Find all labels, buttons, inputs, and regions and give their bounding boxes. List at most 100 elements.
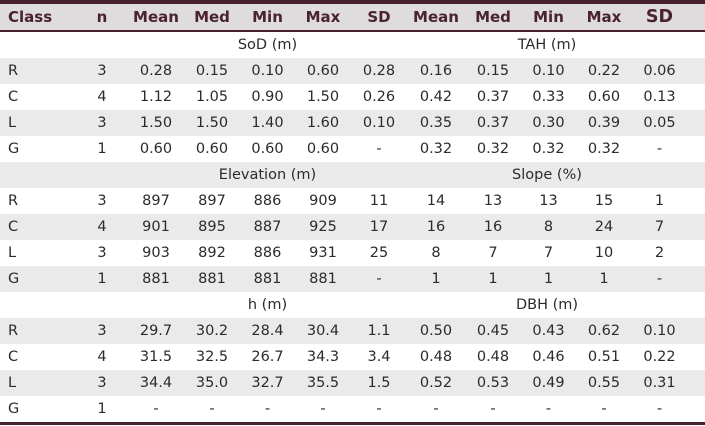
table-header: Class n Mean Med Min Max SD Mean Med Min Max SD: [0, 2, 705, 32]
section-header-row: SoD (m) TAH (m): [0, 31, 705, 58]
value-cell: 0.48: [476, 349, 510, 365]
value-cell: 15: [594, 193, 614, 209]
value-cell: 24: [594, 219, 614, 235]
table-row: R 3 897 897 886 909 11 14 13 13 15 1: [0, 188, 705, 214]
value-cell: 0.48: [419, 349, 453, 365]
value-cell: 0.32: [532, 141, 565, 157]
column-header-min-9: Min: [521, 2, 576, 32]
value-cell: 32.7: [251, 375, 284, 391]
value-cell: 0.26: [362, 89, 396, 105]
n-cell: 3: [97, 323, 107, 339]
table-row: C 4 31.5 32.5 26.7 34.3 3.4 0.48 0.48 0.46 0.51 0.2…: [0, 344, 705, 370]
table-row: L 3 1.50 1.50 1.40 1.60 0.10 0.35 0.37 0.30 0.39 0.…: [0, 110, 705, 136]
value-cell: 13: [483, 193, 503, 209]
value-cell: 0.30: [532, 115, 565, 131]
value-cell: 0.90: [251, 89, 284, 105]
value-cell: 909: [309, 193, 337, 209]
section-spacer: [0, 31, 128, 58]
value-cell: 0.62: [587, 323, 621, 339]
value-cell: -: [656, 271, 663, 287]
class-cell: L: [8, 375, 17, 391]
value-cell: -: [264, 401, 271, 417]
class-cell: G: [8, 271, 20, 287]
value-cell: 30.2: [195, 323, 229, 339]
value-cell: 16: [426, 219, 446, 235]
table-row: G 1 - - - - - - - - - -: [0, 396, 705, 424]
value-cell: -: [153, 401, 159, 417]
value-cell: -: [376, 141, 382, 157]
column-header-class-0: Class: [0, 2, 76, 32]
value-cell: 901: [142, 219, 170, 235]
class-cell: R: [8, 63, 19, 79]
value-cell: 0.35: [419, 115, 453, 131]
column-header-max-5: Max: [295, 2, 351, 32]
value-cell: 903: [142, 245, 170, 261]
value-cell: 897: [142, 193, 170, 209]
section-title-right: TAH (m): [517, 37, 577, 53]
section-title-left: Elevation (m): [218, 167, 317, 183]
class-cell: L: [8, 245, 17, 261]
section-title-left: h (m): [247, 297, 288, 313]
value-cell: 13: [539, 193, 558, 209]
table-row: G 1 0.60 0.60 0.60 0.60 - 0.32 0.32 0.32 0.32 -: [0, 136, 705, 162]
value-cell: 1: [431, 271, 441, 287]
value-cell: 0.10: [643, 323, 676, 339]
column-header-max-10: Max: [576, 2, 632, 32]
value-cell: 1: [488, 271, 498, 287]
value-cell: 1.40: [251, 115, 284, 131]
value-cell: -: [433, 401, 439, 417]
n-cell: 4: [97, 219, 107, 235]
value-cell: 0.22: [587, 63, 621, 79]
value-cell: 35.5: [306, 375, 340, 391]
value-cell: -: [656, 401, 663, 417]
value-cell: 1: [654, 193, 665, 209]
value-cell: 886: [253, 245, 282, 261]
value-cell: -: [320, 401, 326, 417]
value-cell: 1.60: [306, 115, 340, 131]
value-cell: 34.4: [139, 375, 173, 391]
value-cell: 0.52: [419, 375, 453, 391]
value-cell: 17: [369, 219, 389, 235]
value-cell: 0.10: [251, 63, 284, 79]
value-cell: 34.3: [306, 349, 340, 365]
value-cell: -: [209, 401, 215, 417]
value-cell: 892: [198, 245, 226, 261]
value-cell: 0.32: [587, 141, 621, 157]
value-cell: 29.7: [139, 323, 173, 339]
value-cell: 0.05: [643, 115, 676, 131]
class-cell: C: [8, 89, 19, 105]
value-cell: 0.53: [476, 375, 510, 391]
value-cell: 8: [543, 219, 554, 235]
value-cell: 1.50: [139, 115, 173, 131]
value-cell: -: [601, 401, 607, 417]
value-cell: 0.60: [306, 63, 340, 79]
n-cell: 1: [97, 271, 107, 287]
n-cell: 3: [97, 375, 107, 391]
value-cell: 32.5: [195, 349, 229, 365]
value-cell: 0.15: [476, 63, 510, 79]
value-cell: 3.4: [367, 349, 391, 365]
value-cell: 7: [654, 219, 665, 235]
value-cell: 0.16: [419, 63, 453, 79]
column-header-med-3: Med: [184, 2, 240, 32]
value-cell: 895: [198, 219, 226, 235]
value-cell: 0.06: [643, 63, 676, 79]
column-header-sd-11: SD: [632, 2, 705, 32]
value-cell: 0.60: [139, 141, 173, 157]
value-cell: 7: [543, 245, 554, 261]
value-cell: 11: [369, 193, 389, 209]
column-header-min-4: Min: [240, 2, 295, 32]
value-cell: 0.37: [476, 115, 510, 131]
value-cell: 0.45: [476, 323, 510, 339]
section-spacer: [0, 162, 128, 188]
value-cell: -: [376, 401, 382, 417]
value-cell: 8: [431, 245, 441, 261]
value-cell: 0.13: [643, 89, 676, 105]
value-cell: 0.28: [362, 63, 396, 79]
value-cell: 881: [198, 271, 226, 287]
value-cell: 897: [198, 193, 226, 209]
section-header-row: Elevation (m) Slope (%): [0, 162, 705, 188]
table-row: L 3 903 892 886 931 25 8 7 7 10 2: [0, 240, 705, 266]
value-cell: 0.46: [532, 349, 565, 365]
value-cell: -: [545, 401, 552, 417]
